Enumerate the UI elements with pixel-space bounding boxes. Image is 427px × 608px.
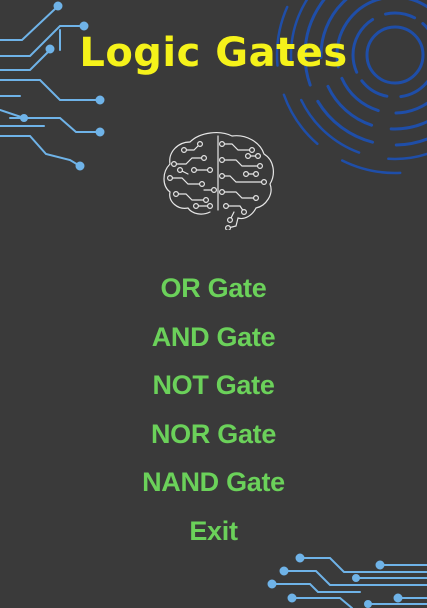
concentric-arcs-top-right-icon: [275, 0, 427, 175]
main-menu: OR Gate AND Gate NOT Gate NOR Gate NAND …: [0, 266, 427, 557]
brain-circuit-icon: [163, 132, 274, 230]
menu-item-or-gate[interactable]: OR Gate: [160, 273, 267, 303]
menu-item-nand-gate[interactable]: NAND Gate: [142, 467, 285, 497]
menu-item-and-gate[interactable]: AND Gate: [151, 321, 276, 352]
menu-item-not-gate[interactable]: NOT Gate: [152, 370, 275, 400]
menu-item-nor-gate[interactable]: NOR Gate: [150, 418, 277, 449]
circuit-lines-bottom-right-icon: [267, 553, 427, 608]
page-title: Logic Gates: [79, 30, 348, 76]
circuit-lines-top-left-icon: [0, 1, 105, 171]
menu-item-exit[interactable]: Exit: [189, 515, 238, 546]
